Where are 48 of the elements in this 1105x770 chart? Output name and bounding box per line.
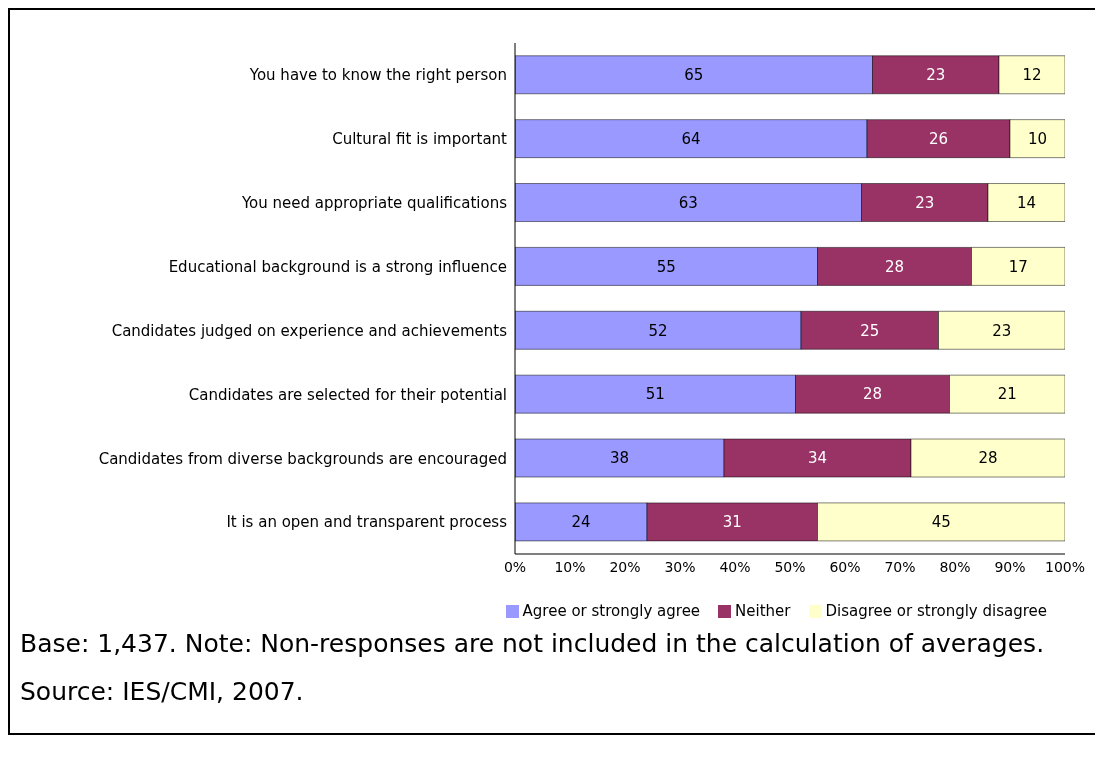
- data-label: 23: [926, 66, 946, 85]
- data-label: 52: [648, 321, 668, 340]
- source-note: Source: IES/CMI, 2007.: [20, 676, 305, 709]
- x-tick-label: 60%: [829, 558, 861, 575]
- data-label: 51: [645, 385, 665, 404]
- y-tick-label: You have to know the right person: [248, 66, 507, 85]
- data-label: 28: [978, 449, 998, 468]
- data-label: 17: [1008, 257, 1028, 276]
- y-tick-label: Candidates from diverse backgrounds are encouraged: [98, 449, 507, 468]
- data-label: 23: [915, 193, 935, 212]
- data-label: 34: [807, 449, 828, 468]
- data-label: 28: [862, 385, 883, 404]
- x-tick-label: 40%: [719, 558, 751, 575]
- y-tick-label: Cultural fit is important: [332, 130, 508, 149]
- data-label: 45: [931, 513, 951, 532]
- y-tick-label: Educational background is a strong influence: [168, 257, 507, 276]
- y-tick-label: It is an open and transparent process: [226, 513, 508, 532]
- y-tick-label: Candidates are selected for their potential: [188, 385, 507, 404]
- data-label: 28: [884, 257, 905, 276]
- data-label: 65: [684, 66, 704, 85]
- text: Base: 1,437. Note: Non-responses are not included in the calculation of averages.: [20, 628, 1046, 660]
- data-label: 55: [656, 257, 676, 276]
- x-tick-label: 10%: [554, 558, 586, 575]
- data-label: 64: [681, 129, 701, 148]
- data-label: 14: [1016, 193, 1037, 212]
- legend-label: Agree or strongly agree: [522, 602, 701, 620]
- x-tick-label: 50%: [774, 558, 806, 575]
- data-label: 63: [678, 193, 698, 212]
- x-tick-label: 90%: [994, 558, 1026, 575]
- y-tick-label: Candidates judged on experience and achievements: [111, 321, 508, 340]
- data-label: 38: [609, 449, 630, 468]
- legend-label: Neither: [735, 602, 791, 620]
- x-tick-label: 100%: [1044, 558, 1086, 575]
- data-label: 25: [860, 321, 880, 340]
- data-label: 23: [992, 321, 1012, 340]
- x-tick-label: 0%: [503, 558, 527, 575]
- x-tick-label: 80%: [939, 558, 971, 575]
- x-tick-label: 20%: [609, 558, 641, 575]
- x-tick-label: 30%: [664, 558, 696, 575]
- x-tick-label: 70%: [884, 558, 916, 575]
- y-tick-label: You need appropriate qualifications: [240, 194, 508, 213]
- data-label: 12: [1022, 66, 1042, 85]
- legend-label: Disagree or strongly disagree: [825, 602, 1047, 620]
- data-label: 10: [1027, 129, 1048, 148]
- data-label: 31: [722, 513, 742, 532]
- data-label: 24: [571, 513, 591, 532]
- data-label: 26: [928, 129, 949, 148]
- data-label: 21: [997, 385, 1017, 404]
